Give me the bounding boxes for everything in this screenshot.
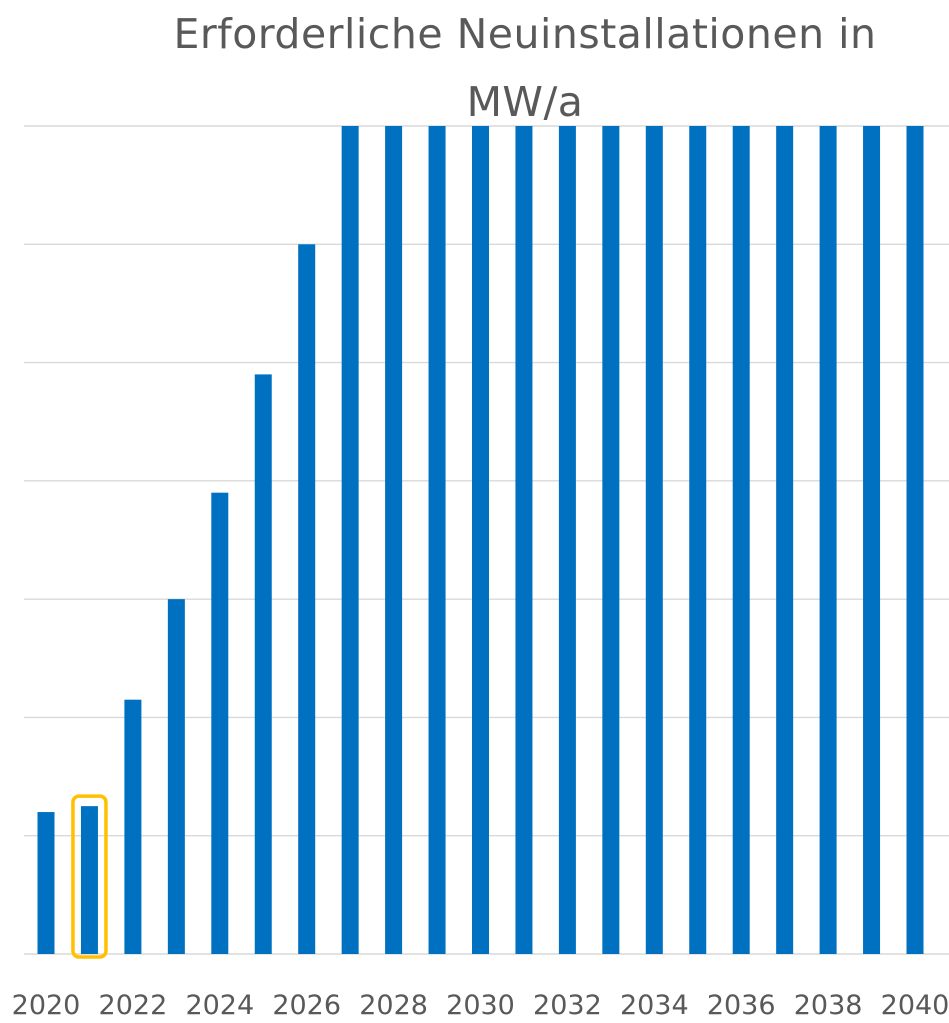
x-tick-label-2038: 2038 xyxy=(794,990,863,1021)
bar-2035 xyxy=(689,126,707,954)
bar-2028 xyxy=(385,126,403,954)
x-tick-label-2024: 2024 xyxy=(185,990,254,1021)
x-tick-label-2032: 2032 xyxy=(533,990,602,1021)
x-tick-label-2020: 2020 xyxy=(12,990,81,1021)
x-axis-labels: 2020 2022 2024 2026 2028 2030 2032 2034 2036 2038… xyxy=(12,990,949,1021)
bar-2038 xyxy=(819,126,837,954)
x-tick-label-2028: 2028 xyxy=(359,990,428,1021)
bar-2039 xyxy=(863,126,881,954)
chart-title-line-1: Erforderliche Neuinstallationen in xyxy=(173,10,877,58)
bar-2029 xyxy=(428,126,446,954)
highlight-box-2021 xyxy=(71,794,108,959)
bar-2033 xyxy=(602,126,620,954)
x-tick-label-2026: 2026 xyxy=(272,990,341,1021)
chart-title-line-2: MW/a xyxy=(466,78,584,126)
bar-2030 xyxy=(472,126,489,954)
bars xyxy=(37,126,924,959)
bar-2020 xyxy=(37,812,55,954)
x-tick-label-2030: 2030 xyxy=(446,990,515,1021)
x-tick-label-2036: 2036 xyxy=(707,990,776,1021)
bar-2036 xyxy=(732,126,750,954)
bar-2040 xyxy=(906,126,924,954)
bar-2025 xyxy=(254,374,272,954)
bar-2037 xyxy=(776,126,794,954)
bar-2032 xyxy=(558,126,576,954)
bar-2022 xyxy=(124,699,142,954)
x-tick-label-2022: 2022 xyxy=(99,990,168,1021)
bar-2031 xyxy=(515,126,533,954)
x-tick-label-2040: 2040 xyxy=(881,990,949,1021)
x-tick-label-2034: 2034 xyxy=(620,990,689,1021)
bar-2021 xyxy=(80,806,98,954)
bar-2026 xyxy=(298,244,316,955)
bar-2027 xyxy=(341,126,359,954)
bar-2023 xyxy=(167,599,185,954)
bar-2024 xyxy=(211,492,229,954)
chart-title: Erforderliche Neuinstallationen in MW/a xyxy=(0,0,949,136)
bar-2034 xyxy=(645,126,663,954)
